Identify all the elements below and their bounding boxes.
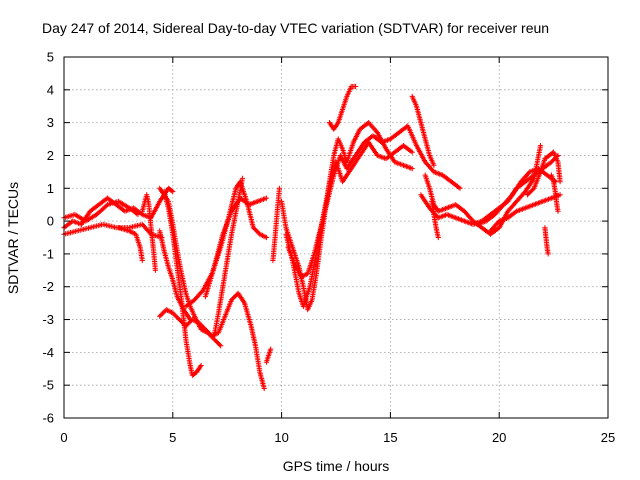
marker (429, 198, 441, 241)
x-tick-label: 5 (169, 430, 176, 445)
series-track-18 (326, 83, 359, 132)
y-tick-label: -1 (42, 246, 54, 261)
series-track-27 (429, 198, 441, 241)
y-tick-label: -2 (42, 279, 54, 294)
marker (202, 195, 269, 300)
marker (139, 192, 158, 273)
series-track-23 (487, 192, 563, 234)
x-axis-label: GPS time / hours (283, 458, 390, 474)
marker (183, 179, 269, 309)
y-axis-label: SDTVAR / TECUs (5, 182, 21, 294)
marker (157, 290, 267, 392)
series-track-13 (211, 175, 245, 339)
x-tick-label: 25 (601, 430, 615, 445)
x-tick-label: 10 (274, 430, 288, 445)
marker (61, 185, 176, 231)
series-track-14 (270, 185, 282, 264)
series-track-25 (548, 172, 561, 214)
plot-frame (63, 56, 609, 419)
y-tick-label: 2 (47, 148, 54, 163)
marker (524, 149, 563, 198)
series-track-04 (115, 225, 145, 264)
y-tick-label: 0 (47, 214, 54, 229)
series-track-26 (542, 225, 551, 257)
series-track-05 (139, 192, 158, 273)
series-track-08 (157, 228, 193, 323)
y-tick-label: 1 (47, 181, 54, 196)
series-track-24 (524, 149, 563, 198)
marker (409, 93, 437, 168)
marker (548, 172, 561, 214)
series-track-09 (157, 290, 267, 392)
series-track-12 (202, 195, 269, 300)
x-tick-label: 20 (492, 430, 506, 445)
marker (487, 192, 563, 234)
marker (279, 120, 415, 313)
series-track-19 (409, 93, 437, 168)
marker (326, 83, 359, 132)
y-tick-label: -3 (42, 312, 54, 327)
marker (263, 346, 274, 365)
series-track-10 (263, 346, 274, 365)
y-tick-label: -5 (42, 378, 54, 393)
data-points (61, 83, 563, 392)
y-tick-label: -4 (42, 345, 54, 360)
marker (211, 175, 245, 339)
series-track-17 (283, 139, 415, 309)
marker (283, 139, 415, 309)
marker (542, 225, 551, 257)
y-tick-label: -6 (42, 411, 54, 426)
series-track-22 (474, 166, 559, 227)
y-tick-label: 3 (47, 115, 54, 130)
series-track-01 (61, 185, 176, 231)
marker (157, 228, 193, 323)
grid (64, 57, 608, 418)
marker (115, 225, 145, 264)
series-track-15 (279, 120, 415, 313)
series-track-11 (183, 179, 269, 309)
axis-ticks: 0 5 10 15 20 25 -6 -5 -4 -3 -2 -1 0 1 2 3 4 5 (42, 50, 615, 446)
chart-title: Day 247 of 2014, Sidereal Day-to-day VTE… (42, 20, 549, 36)
y-tick-label: 5 (47, 50, 54, 65)
x-tick-label: 0 (60, 430, 67, 445)
x-tick-label: 15 (383, 430, 397, 445)
marker (474, 166, 559, 227)
marker (270, 185, 282, 264)
y-tick-label: 4 (47, 82, 54, 97)
